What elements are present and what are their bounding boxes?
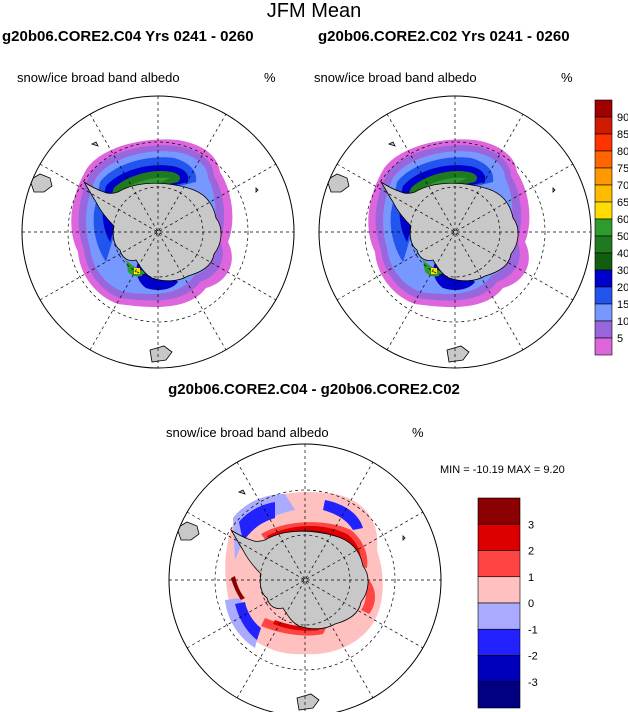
diff-colorbar-tick-label: 2 — [528, 546, 534, 558]
main-colorbar-tick-label: 75 — [617, 163, 628, 175]
right-map-border — [318, 95, 592, 369]
main-colorbar-swatch — [594, 337, 613, 356]
right-polar-map — [319, 96, 591, 368]
main-colorbar: 90 85 80 75 70 65 60 50 40 30 20 15 10 5 — [594, 99, 628, 356]
left-polar-map — [22, 96, 294, 368]
diff-colorbar-swatch — [477, 550, 521, 578]
main-colorbar-tick-label: 80 — [617, 146, 628, 158]
main-colorbar-tick-label: 10 — [617, 316, 628, 328]
main-colorbar-tick-label: 50 — [617, 231, 628, 243]
main-colorbar-tick-label: 15 — [617, 299, 628, 311]
right-variable-label: snow/ice broad band albedo — [314, 70, 477, 85]
case-right-title: g20b06.CORE2.C02 Yrs 0241 - 0260 — [318, 28, 570, 45]
main-colorbar-tick-label: 20 — [617, 282, 628, 294]
diff-colorbar-tick-label: -2 — [528, 651, 538, 663]
main-colorbar-tick-label: 90 — [617, 112, 628, 124]
main-colorbar-swatch — [594, 252, 613, 271]
main-colorbar-tick-label: 60 — [617, 214, 628, 226]
right-units-label: % — [561, 70, 573, 85]
main-colorbar-tick-label: 5 — [617, 333, 623, 345]
main-colorbar-swatch — [594, 201, 613, 220]
case-left-title: g20b06.CORE2.C04 Yrs 0241 - 0260 — [2, 28, 254, 45]
diff-map-border — [168, 443, 442, 712]
main-colorbar-swatch — [594, 235, 613, 254]
main-colorbar-swatch — [594, 167, 613, 186]
diff-minmax-label: MIN = -10.19 MAX = 9.20 — [440, 464, 565, 476]
diff-colorbar-tick-label: 0 — [528, 598, 534, 610]
diff-title: g20b06.CORE2.C04 - g20b06.CORE2.C02 — [168, 381, 460, 398]
diff-colorbar: 3 2 1 0 -1 -2 -3 — [477, 497, 538, 709]
diff-colorbar-swatch — [477, 655, 521, 683]
main-colorbar-swatch — [594, 99, 613, 118]
diff-colorbar-tick-label: -1 — [528, 624, 538, 636]
main-colorbar-swatch — [594, 269, 613, 288]
main-colorbar-swatch — [594, 218, 613, 237]
diff-colorbar-tick-label: 3 — [528, 519, 534, 531]
diff-colorbar-swatch — [477, 681, 521, 709]
figure-title: JFM Mean — [266, 0, 362, 22]
main-colorbar-tick-label: 30 — [617, 265, 628, 277]
diff-colorbar-swatch — [477, 628, 521, 656]
main-colorbar-tick-label: 40 — [617, 248, 628, 260]
diff-colorbar-tick-label: -3 — [528, 677, 538, 689]
diff-polar-map — [169, 444, 441, 712]
left-variable-label: snow/ice broad band albedo — [17, 70, 180, 85]
diff-colorbar-swatch — [477, 576, 521, 604]
diff-colorbar-tick-label: 1 — [528, 572, 534, 584]
diff-colorbar-swatch — [477, 602, 521, 630]
main-colorbar-swatch — [594, 133, 613, 152]
diff-units-label: % — [412, 425, 424, 440]
main-colorbar-swatch — [594, 303, 613, 322]
main-colorbar-swatch — [594, 320, 613, 339]
left-map-border — [21, 95, 295, 369]
main-colorbar-swatch — [594, 286, 613, 305]
main-colorbar-swatch — [594, 184, 613, 203]
diff-colorbar-swatch — [477, 497, 521, 525]
main-colorbar-swatch — [594, 116, 613, 135]
main-colorbar-tick-label: 85 — [617, 129, 628, 141]
main-colorbar-tick-label: 70 — [617, 180, 628, 192]
main-colorbar-swatch — [594, 150, 613, 169]
diff-variable-label: snow/ice broad band albedo — [166, 425, 329, 440]
diff-colorbar-swatch — [477, 523, 521, 551]
main-colorbar-tick-label: 65 — [617, 197, 628, 209]
left-units-label: % — [264, 70, 276, 85]
